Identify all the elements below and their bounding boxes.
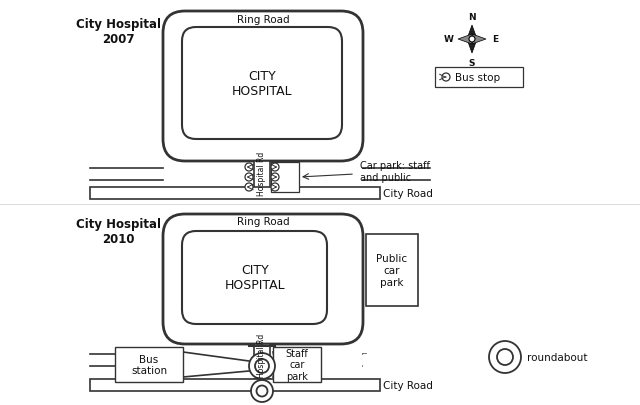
Bar (271, 162, 299, 192)
Text: Staff
car
park: Staff car park (285, 348, 308, 381)
Circle shape (245, 174, 253, 181)
Bar (254, 379, 270, 391)
Polygon shape (458, 35, 472, 45)
Text: Bus
station: Bus station (131, 354, 167, 375)
Bar (115, 347, 183, 382)
Circle shape (257, 386, 268, 396)
Text: Hospital Rd: Hospital Rd (257, 151, 266, 196)
Circle shape (255, 359, 269, 373)
Circle shape (271, 183, 279, 192)
Text: City Hospital
2010: City Hospital 2010 (76, 217, 161, 245)
Circle shape (469, 37, 475, 43)
Bar (435, 68, 523, 88)
Circle shape (271, 174, 279, 181)
Bar (90, 379, 380, 391)
Circle shape (271, 164, 279, 172)
Text: Ring Road: Ring Road (237, 15, 289, 25)
Text: Car park: staff
and public: Car park: staff and public (360, 161, 430, 182)
Polygon shape (472, 35, 486, 45)
FancyBboxPatch shape (163, 12, 363, 162)
Bar (273, 347, 321, 382)
Text: CITY
HOSPITAL: CITY HOSPITAL (225, 263, 285, 291)
Bar (90, 188, 380, 200)
Text: City Hospital
2007: City Hospital 2007 (76, 18, 161, 46)
Text: S: S (468, 58, 476, 67)
Text: CITY
HOSPITAL: CITY HOSPITAL (232, 70, 292, 98)
FancyBboxPatch shape (182, 231, 327, 324)
Text: City Road: City Road (383, 380, 433, 390)
Polygon shape (467, 26, 477, 40)
Circle shape (497, 349, 513, 365)
FancyBboxPatch shape (163, 215, 363, 344)
Circle shape (251, 380, 273, 402)
Circle shape (245, 183, 253, 192)
Bar (366, 234, 418, 306)
Bar (254, 344, 270, 366)
Circle shape (245, 164, 253, 172)
Circle shape (249, 353, 275, 379)
Text: Hospital Rd: Hospital Rd (257, 333, 266, 377)
Bar (254, 162, 270, 194)
Text: City Road: City Road (383, 189, 433, 198)
Text: Bus stop: Bus stop (455, 73, 500, 83)
Text: E: E (492, 35, 498, 45)
Text: W: W (444, 35, 454, 45)
Circle shape (442, 74, 450, 82)
Text: N: N (468, 13, 476, 21)
Polygon shape (467, 40, 477, 54)
Circle shape (489, 341, 521, 373)
Text: roundabout: roundabout (527, 352, 588, 362)
FancyBboxPatch shape (182, 28, 342, 140)
Text: Public
car
park: Public car park (376, 254, 408, 287)
Text: Ring Road: Ring Road (237, 216, 289, 226)
